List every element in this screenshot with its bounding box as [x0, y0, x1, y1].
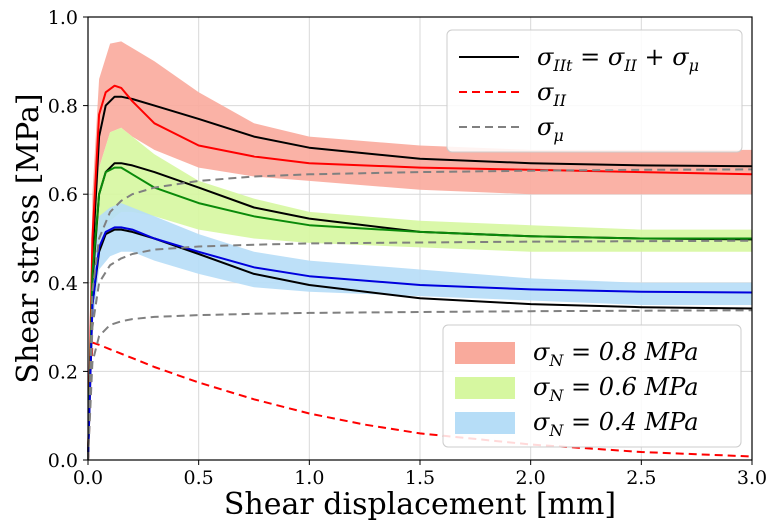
series-line [87, 226, 753, 461]
x-tick-label: 3.0 [737, 467, 767, 489]
x-axis-title: Shear displacement [mm] [224, 487, 616, 522]
x-tick-label: 2.5 [626, 467, 656, 489]
y-tick-label: 0.6 [48, 184, 78, 206]
series-line [87, 168, 753, 461]
x-tick-label: 0.5 [184, 467, 214, 489]
legend-swatch [455, 342, 515, 364]
y-tick-label: 0.0 [48, 450, 78, 472]
legend-label: σN​ = 0.4 MPa [533, 408, 699, 440]
legend-label: σIIt​ = σII​ + σμ​ [537, 43, 699, 75]
band-area [88, 41, 752, 461]
legend-box [442, 324, 742, 448]
ticks: 0.0 0.5 1.0 1.5 2.0 2.5 3.0 0.0 0.2 0.4 0.6 0.8 1.0 [48, 7, 767, 489]
legend-label: σμ​ [537, 113, 564, 145]
y-tick-label: 0.2 [48, 361, 78, 383]
legend-box [446, 29, 743, 153]
legend-label: σN​ = 0.8 MPa [533, 338, 699, 370]
band-area [88, 127, 752, 461]
series-line [87, 239, 753, 461]
series-line [87, 95, 753, 461]
x-tick-label: 0.0 [73, 467, 103, 489]
legends: σIIt​ = σII​ + σμ​σII​σμ​σN​ = 0.8 MPaσN… [442, 29, 743, 448]
legend-label: σII​ [537, 78, 567, 110]
legend-swatch [455, 377, 515, 399]
legend-swatch [455, 412, 515, 434]
y-tick-label: 0.4 [48, 273, 78, 295]
x-tick-label: 1.5 [405, 467, 435, 489]
series-line [87, 84, 753, 461]
y-tick-label: 1.0 [48, 7, 78, 29]
y-axis-title: Shear stress [MPa] [11, 93, 46, 383]
legend-label: σN​ = 0.6 MPa [533, 373, 699, 405]
x-tick-label: 2.0 [516, 467, 546, 489]
y-tick-label: 0.8 [48, 96, 78, 118]
x-tick-label: 1.0 [294, 467, 324, 489]
